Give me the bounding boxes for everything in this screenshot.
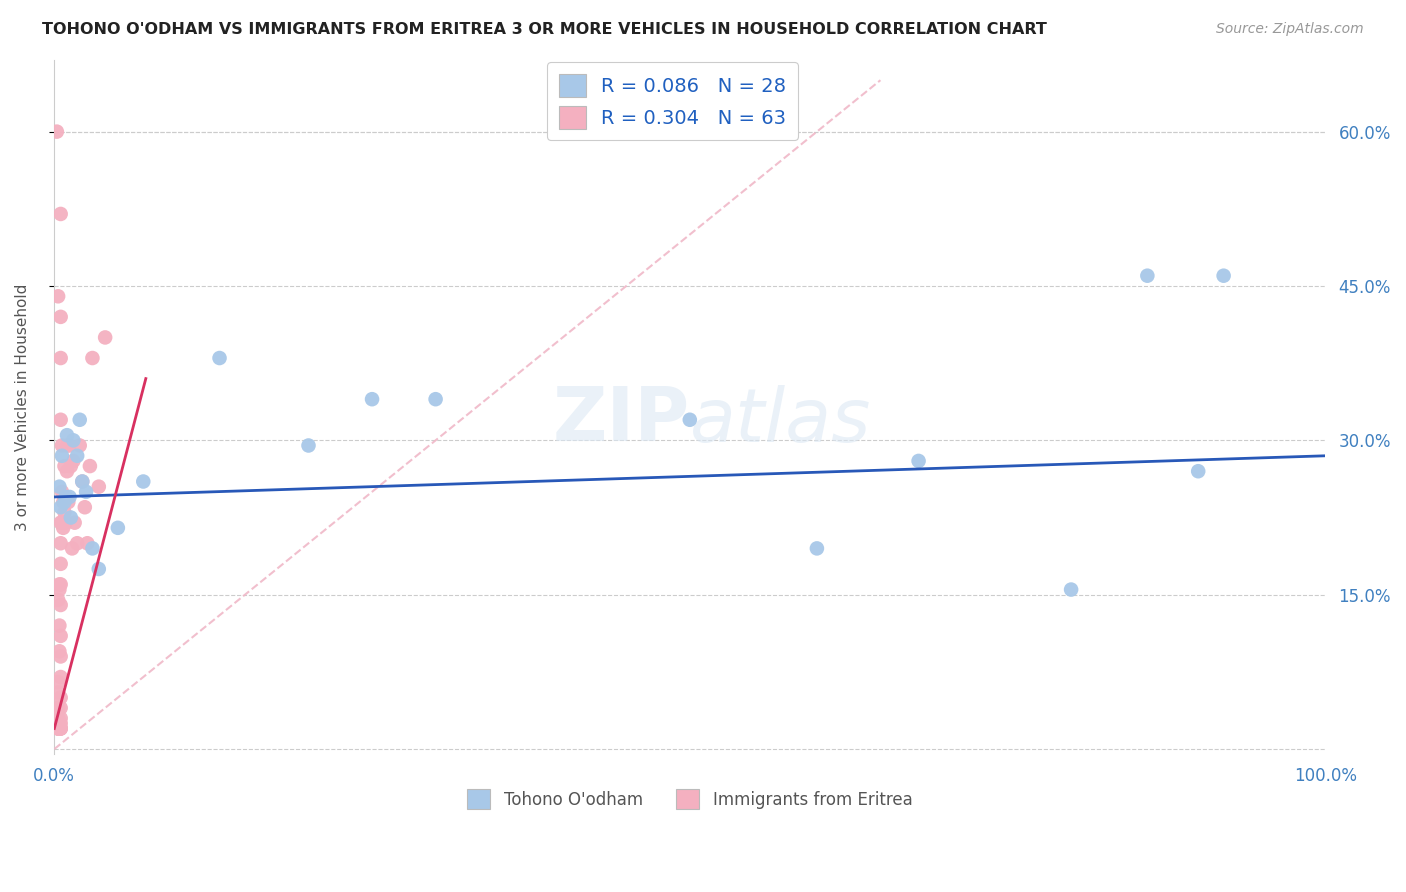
Point [82, 541, 104, 556]
Point [49, 207, 72, 221]
Point [48, 722, 70, 736]
Point [806, 541, 828, 556]
Point [87, 562, 110, 576]
Point [56, 438, 79, 452]
Point [66, 536, 89, 550]
Point [49, 500, 72, 515]
Point [62, 454, 84, 468]
Point [53, 505, 76, 519]
Point [51, 449, 73, 463]
Point [55, 490, 77, 504]
Point [60, 541, 83, 556]
Point [46, 701, 69, 715]
Point [49, 598, 72, 612]
Point [49, 711, 72, 725]
Point [76, 536, 98, 550]
Point [1060, 582, 1083, 597]
Point [66, 449, 89, 463]
Text: Source: ZipAtlas.com: Source: ZipAtlas.com [1216, 22, 1364, 37]
Point [63, 516, 86, 530]
Point [46, 592, 69, 607]
Point [49, 577, 72, 591]
Point [49, 557, 72, 571]
Point [59, 510, 82, 524]
Y-axis label: 3 or more Vehicles in Household: 3 or more Vehicles in Household [15, 284, 30, 531]
Point [56, 428, 79, 442]
Point [82, 351, 104, 365]
Point [73, 500, 96, 515]
Point [58, 495, 80, 509]
Point [907, 454, 929, 468]
Point [49, 722, 72, 736]
Point [52, 495, 75, 509]
Point [45, 125, 67, 139]
Text: atlas: atlas [690, 384, 872, 457]
Point [679, 413, 702, 427]
Point [48, 644, 70, 658]
Point [72, 475, 94, 489]
Point [87, 480, 110, 494]
Point [62, 434, 84, 448]
Point [53, 495, 76, 509]
Point [46, 722, 69, 736]
Point [107, 521, 129, 535]
Legend: Tohono O'odham, Immigrants from Eritrea: Tohono O'odham, Immigrants from Eritrea [460, 783, 920, 815]
Point [49, 310, 72, 324]
Point [75, 484, 97, 499]
Point [46, 722, 69, 736]
Point [45, 716, 67, 731]
Point [94, 330, 117, 344]
Point [1187, 464, 1209, 478]
Point [46, 685, 69, 699]
Point [49, 722, 72, 736]
Point [49, 413, 72, 427]
Point [52, 521, 75, 535]
Point [49, 670, 72, 684]
Point [425, 392, 447, 407]
Point [208, 351, 231, 365]
Point [48, 618, 70, 632]
Point [49, 536, 72, 550]
Point [48, 582, 70, 597]
Point [72, 475, 94, 489]
Point [49, 701, 72, 715]
Point [48, 722, 70, 736]
Point [51, 438, 73, 452]
Point [48, 577, 70, 591]
Point [361, 392, 384, 407]
Point [1212, 268, 1234, 283]
Point [1136, 268, 1159, 283]
Point [56, 464, 79, 478]
Point [48, 722, 70, 736]
Point [69, 438, 91, 452]
Text: TOHONO O'ODHAM VS IMMIGRANTS FROM ERITREA 3 OR MORE VEHICLES IN HOUSEHOLD CORREL: TOHONO O'ODHAM VS IMMIGRANTS FROM ERITRE… [42, 22, 1047, 37]
Point [49, 516, 72, 530]
Point [49, 649, 72, 664]
Point [48, 722, 70, 736]
Point [48, 480, 70, 494]
Point [53, 459, 76, 474]
Point [58, 490, 80, 504]
Point [69, 413, 91, 427]
Point [46, 675, 69, 690]
Point [46, 722, 69, 736]
Point [49, 690, 72, 705]
Point [59, 459, 82, 474]
Point [132, 475, 155, 489]
Point [49, 716, 72, 731]
Point [55, 516, 77, 530]
Point [79, 459, 101, 474]
Point [49, 722, 72, 736]
Text: ZIP: ZIP [553, 384, 690, 458]
Point [51, 484, 73, 499]
Point [58, 438, 80, 452]
Point [297, 438, 319, 452]
Point [51, 516, 73, 530]
Point [49, 351, 72, 365]
Point [46, 289, 69, 303]
Point [46, 711, 69, 725]
Point [49, 629, 72, 643]
